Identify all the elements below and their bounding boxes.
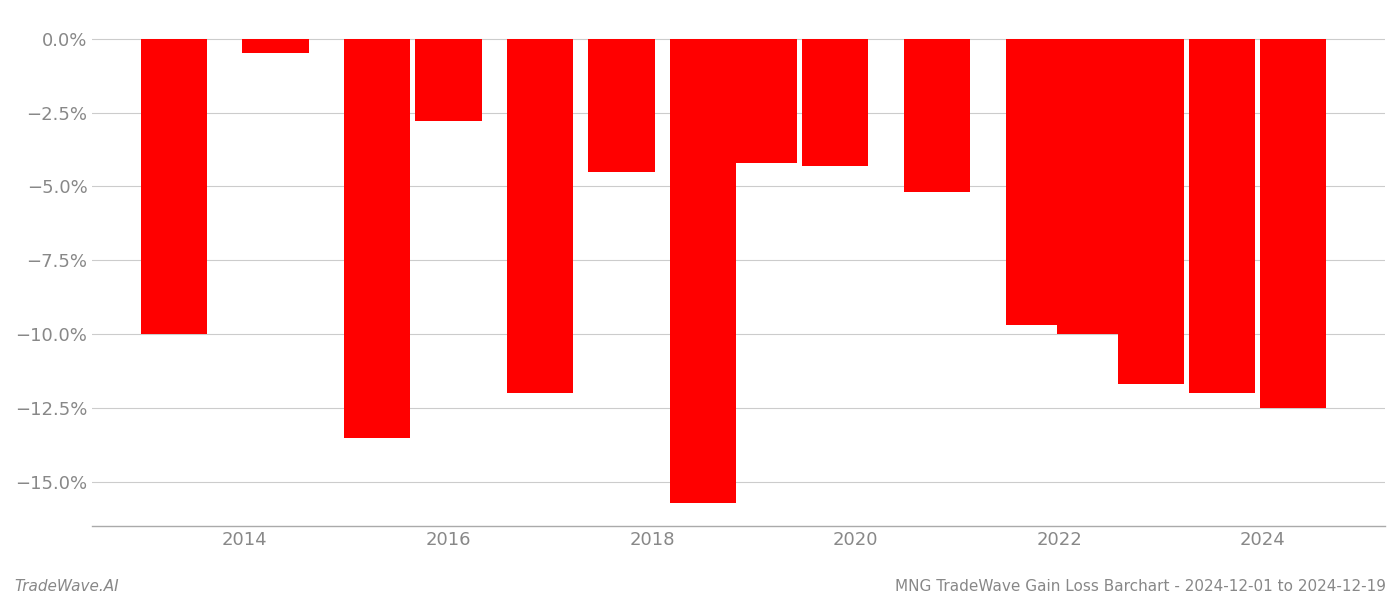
Bar <box>507 38 573 393</box>
Bar <box>1005 38 1072 325</box>
Bar <box>588 38 655 172</box>
Bar <box>1117 38 1184 385</box>
Bar <box>671 38 736 503</box>
Bar <box>1189 38 1256 393</box>
Text: TradeWave.AI: TradeWave.AI <box>14 579 119 594</box>
Bar <box>802 38 868 166</box>
Bar <box>242 38 308 53</box>
Bar <box>416 38 482 121</box>
Bar <box>1260 38 1326 408</box>
Bar <box>904 38 970 192</box>
Bar <box>1057 38 1123 334</box>
Bar <box>344 38 410 437</box>
Bar <box>140 38 207 334</box>
Bar <box>731 38 797 163</box>
Text: MNG TradeWave Gain Loss Barchart - 2024-12-01 to 2024-12-19: MNG TradeWave Gain Loss Barchart - 2024-… <box>895 579 1386 594</box>
